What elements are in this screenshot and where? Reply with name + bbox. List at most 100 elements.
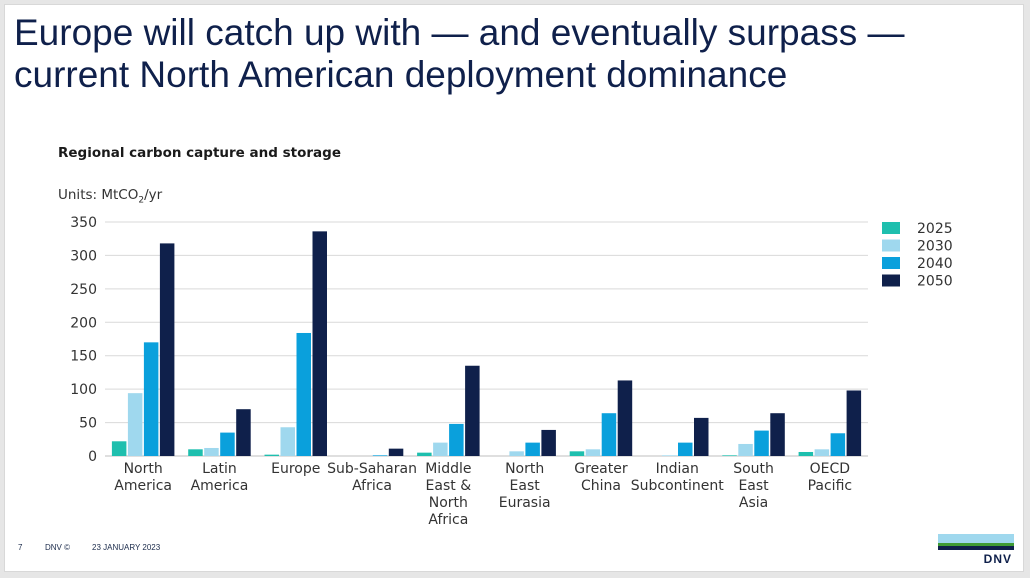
bar-2040 [143, 342, 159, 456]
x-tick-label-line: Africa [352, 478, 392, 494]
bar-2050 [541, 429, 556, 456]
legend-swatch-2040 [882, 257, 900, 269]
slide-title-line-1: Europe will catch up with — and eventual… [14, 12, 905, 53]
x-tick-label-line: East [738, 478, 769, 494]
footer-page-number: 7 [18, 543, 23, 552]
bar-2025 [264, 454, 279, 456]
footer-date: 23 JANUARY 2023 [92, 543, 161, 552]
bar-2040 [220, 432, 235, 456]
bar-2040 [296, 332, 311, 456]
bar-2025 [569, 451, 585, 456]
bar-2025 [722, 455, 737, 456]
bar-2050 [770, 413, 785, 456]
x-tick-label-line: Subcontinent [631, 478, 725, 494]
bar-2040 [449, 423, 464, 456]
logo-band-light [938, 534, 1014, 543]
y-tick-label: 0 [88, 449, 97, 465]
legend-label-2050: 2050 [917, 274, 953, 290]
logo-band-green [938, 543, 1014, 546]
bar-2040 [830, 433, 846, 456]
units-subscript: 2 [138, 195, 145, 206]
x-tick-label: Middle East & North Africa [425, 461, 471, 528]
units-prefix: Units: MtCO [58, 187, 139, 203]
x-tick-label-line: Latin [202, 461, 237, 477]
x-tick-label-line: America [191, 478, 249, 494]
x-tick-label-line: Sub-Saharan [327, 461, 417, 477]
slide-title-line-2: current North American deployment domina… [14, 54, 788, 95]
units-suffix: /yr [144, 187, 163, 203]
x-tick-label: Europe [271, 461, 320, 477]
slide-title: Europe will catch up with — and eventual… [14, 12, 1014, 96]
y-tick-label: 350 [70, 215, 97, 231]
gridlines [105, 221, 868, 457]
x-tick-label-line: North [429, 495, 468, 511]
bar-2040 [372, 455, 388, 456]
logo-text: DNV [983, 552, 1012, 566]
y-axis-ticks: 0 50 100 150 200 250 300 350 [70, 215, 97, 465]
logo-band-navy [938, 546, 1014, 550]
x-tick-label-line: North [505, 461, 544, 477]
x-tick-label-line: Pacific [808, 478, 853, 494]
bar-2030 [662, 455, 677, 456]
legend-label-2040: 2040 [917, 256, 953, 272]
bar-2040 [678, 442, 693, 456]
x-tick-label-line: Indian [656, 461, 699, 477]
legend-label-2030: 2030 [917, 239, 953, 255]
x-tick-label-line: America [114, 478, 172, 494]
bar-2050 [617, 380, 633, 456]
bar-2040 [601, 413, 617, 456]
y-tick-label: 100 [70, 382, 97, 398]
bar-2050 [465, 365, 480, 456]
x-tick-label: OECD Pacific [808, 461, 853, 494]
y-tick-label: 250 [70, 282, 97, 298]
bar-2030 [738, 443, 753, 456]
bar-2025 [798, 451, 814, 456]
bar-2050 [846, 390, 862, 456]
bars [111, 231, 862, 456]
x-tick-label-line: East & [426, 478, 472, 494]
y-tick-label: 150 [70, 349, 97, 365]
bar-2040 [754, 430, 769, 456]
bar-2040 [525, 442, 540, 456]
x-tick-label-line: Greater [574, 461, 628, 477]
x-tick-label-line: China [581, 478, 621, 494]
x-tick-label-line: OECD [810, 461, 850, 477]
bar-2030 [127, 393, 143, 456]
bar-2050 [388, 448, 404, 456]
x-tick-label: Sub-Saharan Africa [327, 461, 417, 494]
bar-2050 [159, 243, 175, 456]
legend-swatch-2050 [882, 274, 900, 287]
y-tick-label: 50 [79, 416, 97, 432]
x-tick-label-line: Europe [271, 461, 320, 477]
x-tick-label: Indian Subcontinent [631, 461, 725, 494]
x-tick-label: Latin America [191, 461, 249, 494]
x-tick-label-line: East [510, 478, 541, 494]
legend-label-2025: 2025 [917, 221, 953, 237]
x-tick-label-line: Africa [428, 512, 468, 528]
bar-2025 [188, 449, 203, 456]
x-tick-label: South East Asia [733, 461, 774, 511]
footer-brand: DNV © [45, 543, 71, 552]
bar-2030 [204, 447, 219, 456]
legend-swatch-2025 [882, 222, 900, 234]
bar-2050 [694, 417, 709, 456]
bar-2050 [236, 409, 251, 456]
bar-2030 [814, 449, 830, 456]
x-tick-label-line: Eurasia [499, 495, 551, 511]
bar-2025 [111, 441, 127, 456]
y-tick-label: 200 [70, 315, 97, 331]
units-label: Units: MtCO2/yr [58, 187, 162, 206]
chart-title: Regional carbon capture and storage [58, 145, 341, 161]
x-tick-label-line: South [733, 461, 774, 477]
x-tick-label-line: Asia [739, 495, 768, 511]
x-tick-label-line: Middle [425, 461, 471, 477]
dnv-logo: DNV [938, 534, 1014, 566]
x-tick-label: North East Eurasia [499, 461, 551, 511]
bar-2030 [280, 427, 295, 456]
legend-swatch-2030 [882, 239, 900, 252]
x-tick-label: North America [114, 461, 172, 494]
bar-2025 [417, 452, 432, 456]
bar-2050 [312, 231, 327, 456]
